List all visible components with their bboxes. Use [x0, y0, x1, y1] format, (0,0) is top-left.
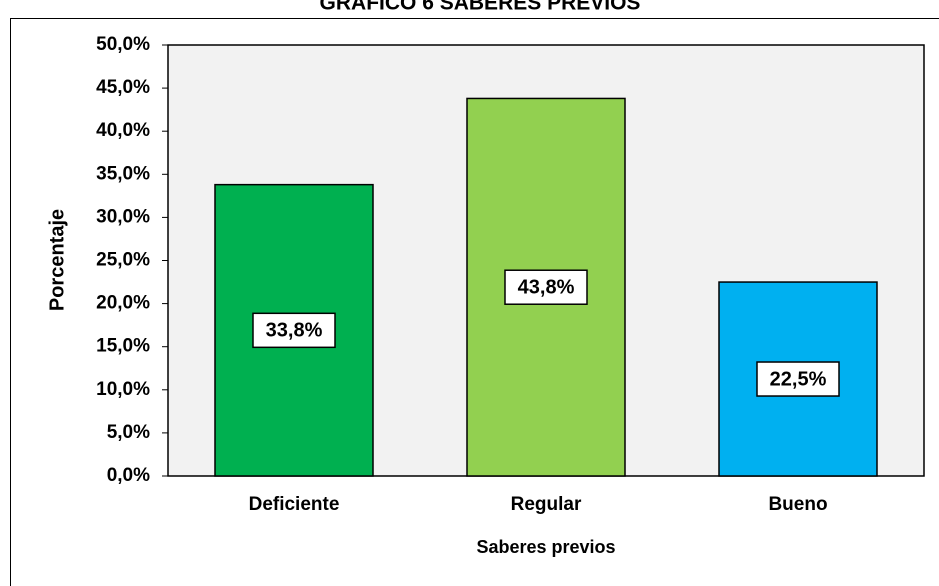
value-label-box — [504, 269, 588, 305]
y-axis-label: Porcentaje — [46, 209, 68, 311]
value-label: 22,5% — [770, 368, 827, 390]
y-tick-label: 15,0% — [96, 336, 150, 357]
x-tick-label: Deficiente — [249, 494, 340, 515]
y-tick-label: 40,0% — [96, 120, 150, 141]
y-tick-label: 50,0% — [96, 34, 150, 55]
y-tick-label: 45,0% — [96, 77, 150, 98]
chart-title: GRÁFICO 6 SABERES PREVIOS — [320, 0, 641, 15]
value-label-box — [252, 312, 336, 349]
y-tick-label: 0,0% — [107, 465, 150, 486]
y-tick-label: 20,0% — [96, 293, 150, 314]
x-tick-label: Regular — [511, 494, 582, 515]
y-tick-label: 35,0% — [96, 163, 150, 184]
value-label-box — [756, 361, 840, 397]
y-tick-label: 30,0% — [96, 206, 150, 227]
x-axis-label: Saberes previos — [476, 537, 615, 557]
y-tick-label: 25,0% — [96, 250, 150, 271]
y-tick-label: 10,0% — [96, 379, 150, 400]
x-tick-label: Bueno — [768, 494, 827, 515]
value-label: 33,8% — [266, 320, 323, 342]
value-label: 43,8% — [518, 277, 575, 299]
y-tick-label: 5,0% — [107, 422, 150, 443]
